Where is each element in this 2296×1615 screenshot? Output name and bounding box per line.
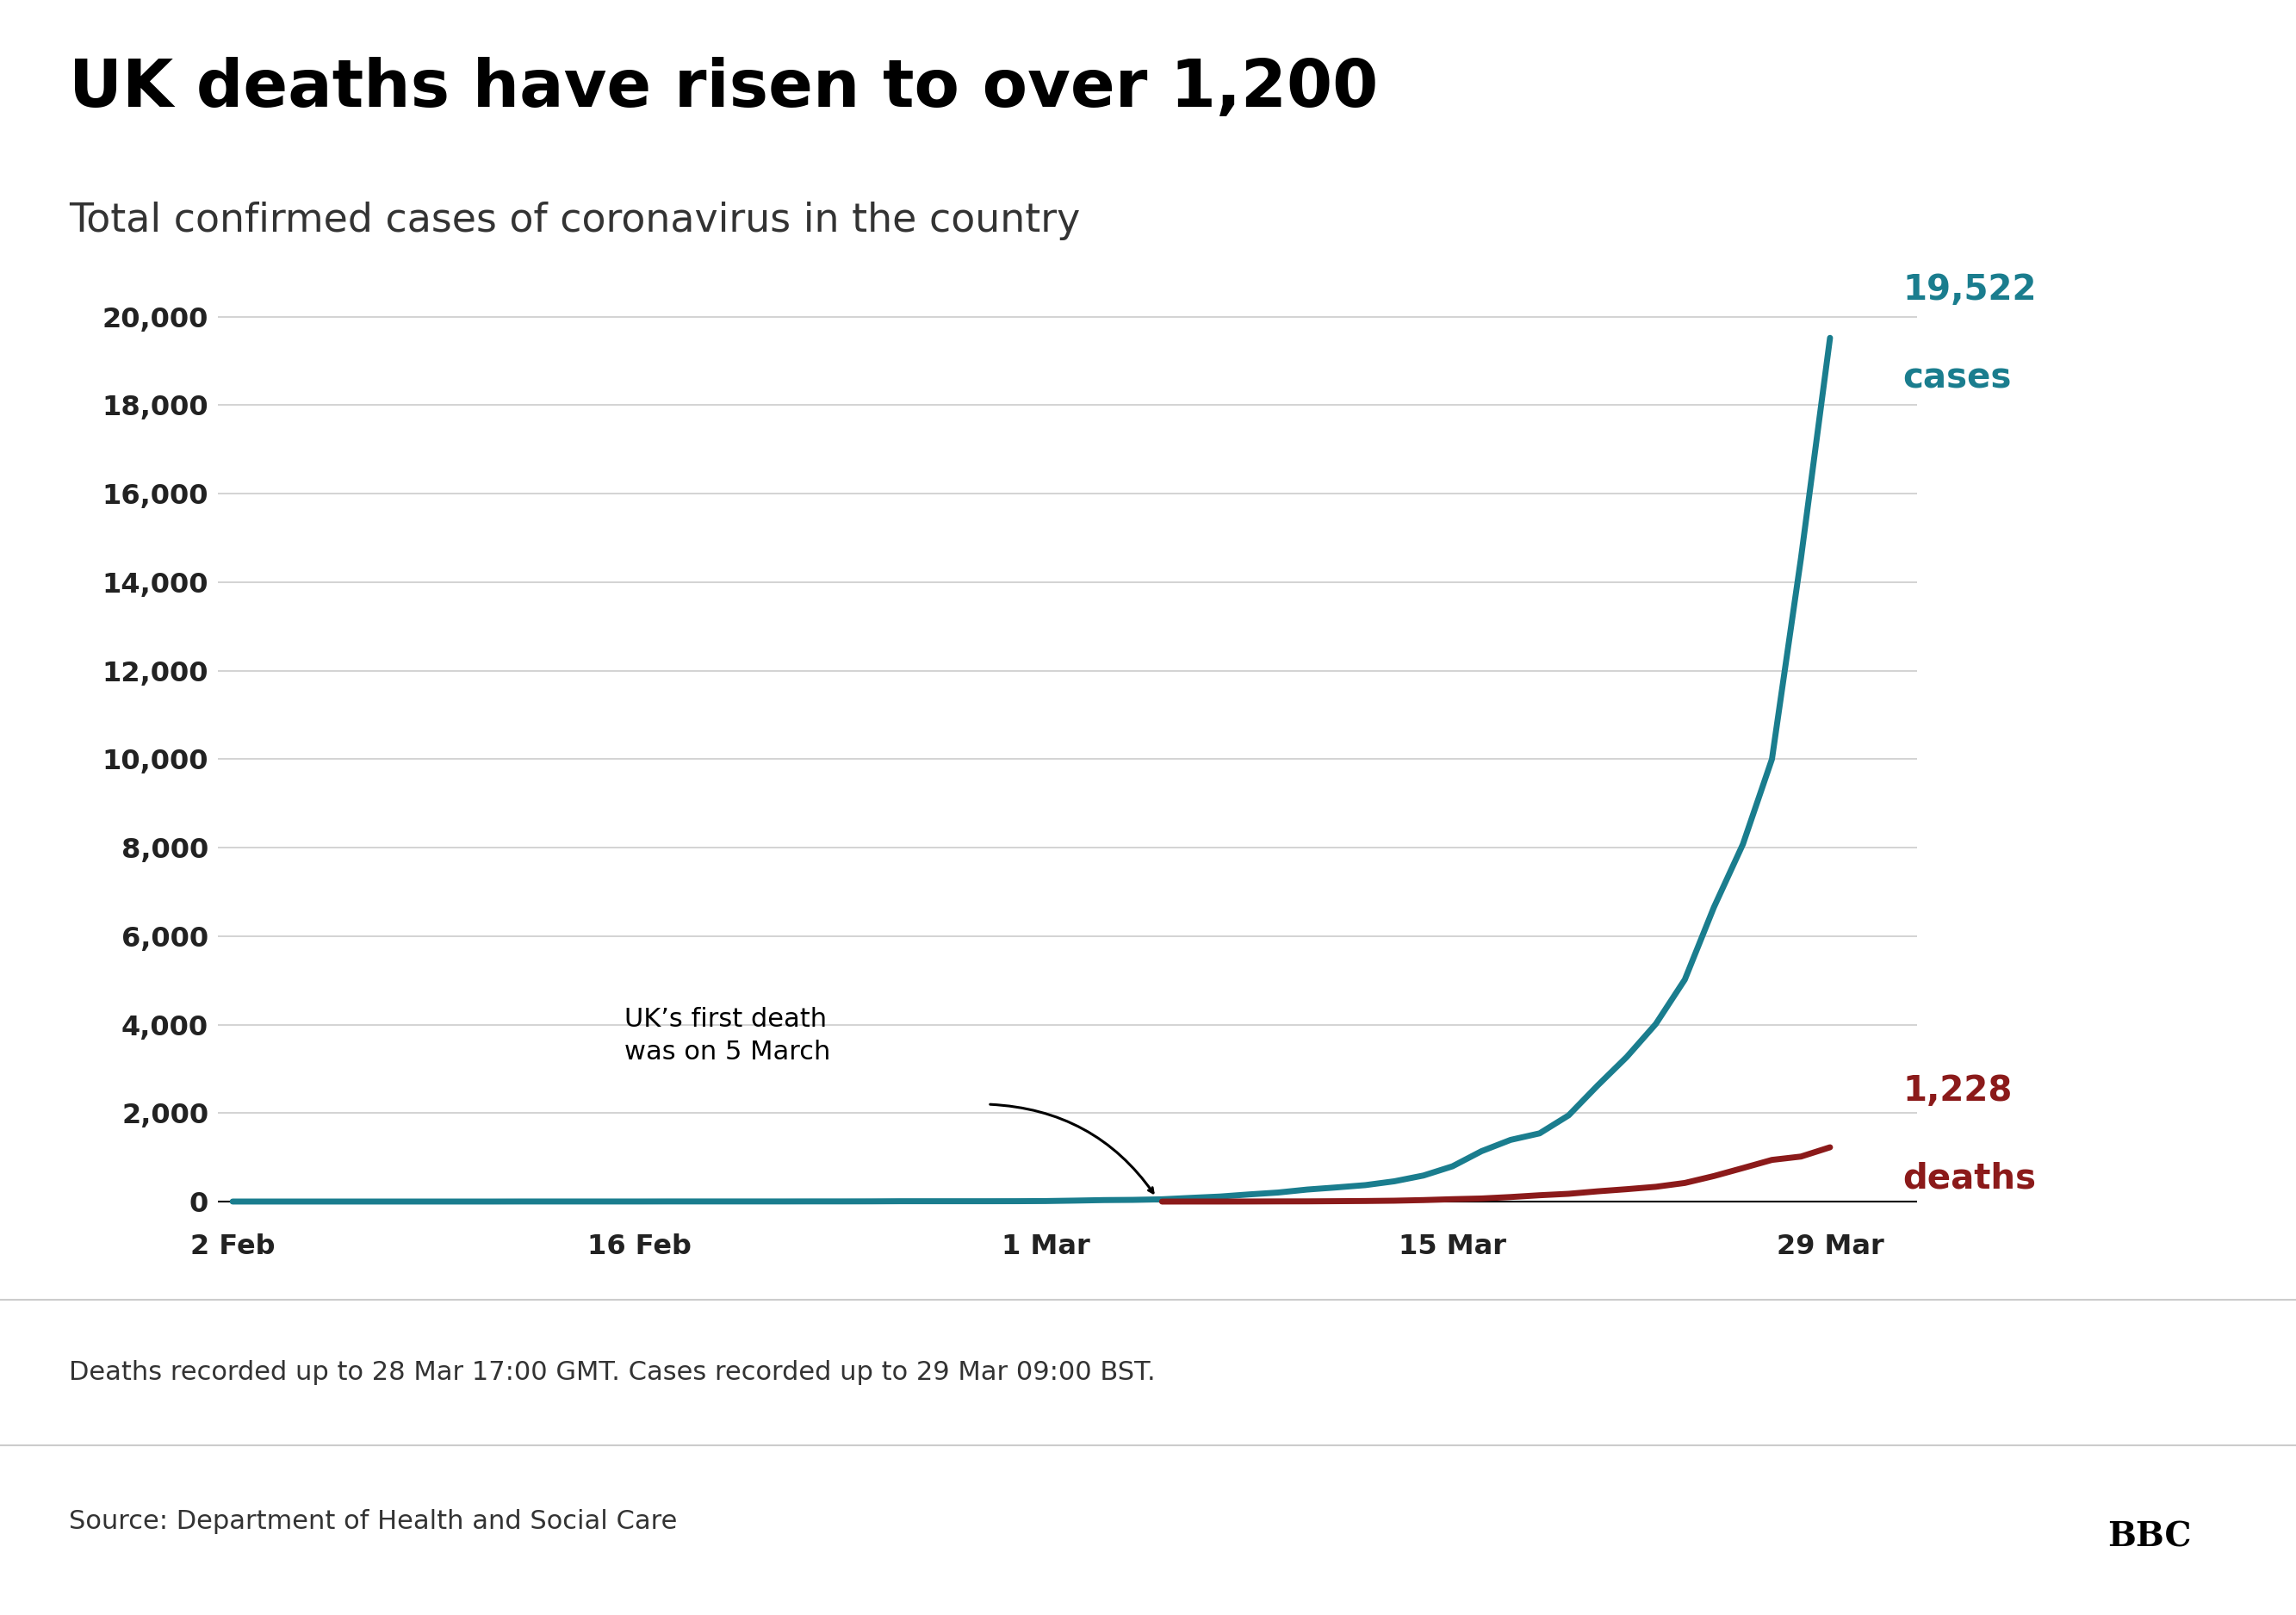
Text: cases: cases: [1903, 360, 2011, 396]
Text: Deaths recorded up to 28 Mar 17:00 GMT. Cases recorded up to 29 Mar 09:00 BST.: Deaths recorded up to 28 Mar 17:00 GMT. …: [69, 1360, 1155, 1386]
Text: 1,228: 1,228: [1903, 1074, 2011, 1110]
Text: Source: Department of Health and Social Care: Source: Department of Health and Social …: [69, 1510, 677, 1534]
Text: UK’s first death
was on 5 March: UK’s first death was on 5 March: [625, 1006, 831, 1064]
Text: 19,522: 19,522: [1903, 273, 2037, 308]
Text: UK deaths have risen to over 1,200: UK deaths have risen to over 1,200: [69, 57, 1378, 120]
Text: BBC: BBC: [2108, 1521, 2190, 1554]
Text: Total confirmed cases of coronavirus in the country: Total confirmed cases of coronavirus in …: [69, 202, 1079, 241]
Text: deaths: deaths: [1903, 1161, 2037, 1197]
